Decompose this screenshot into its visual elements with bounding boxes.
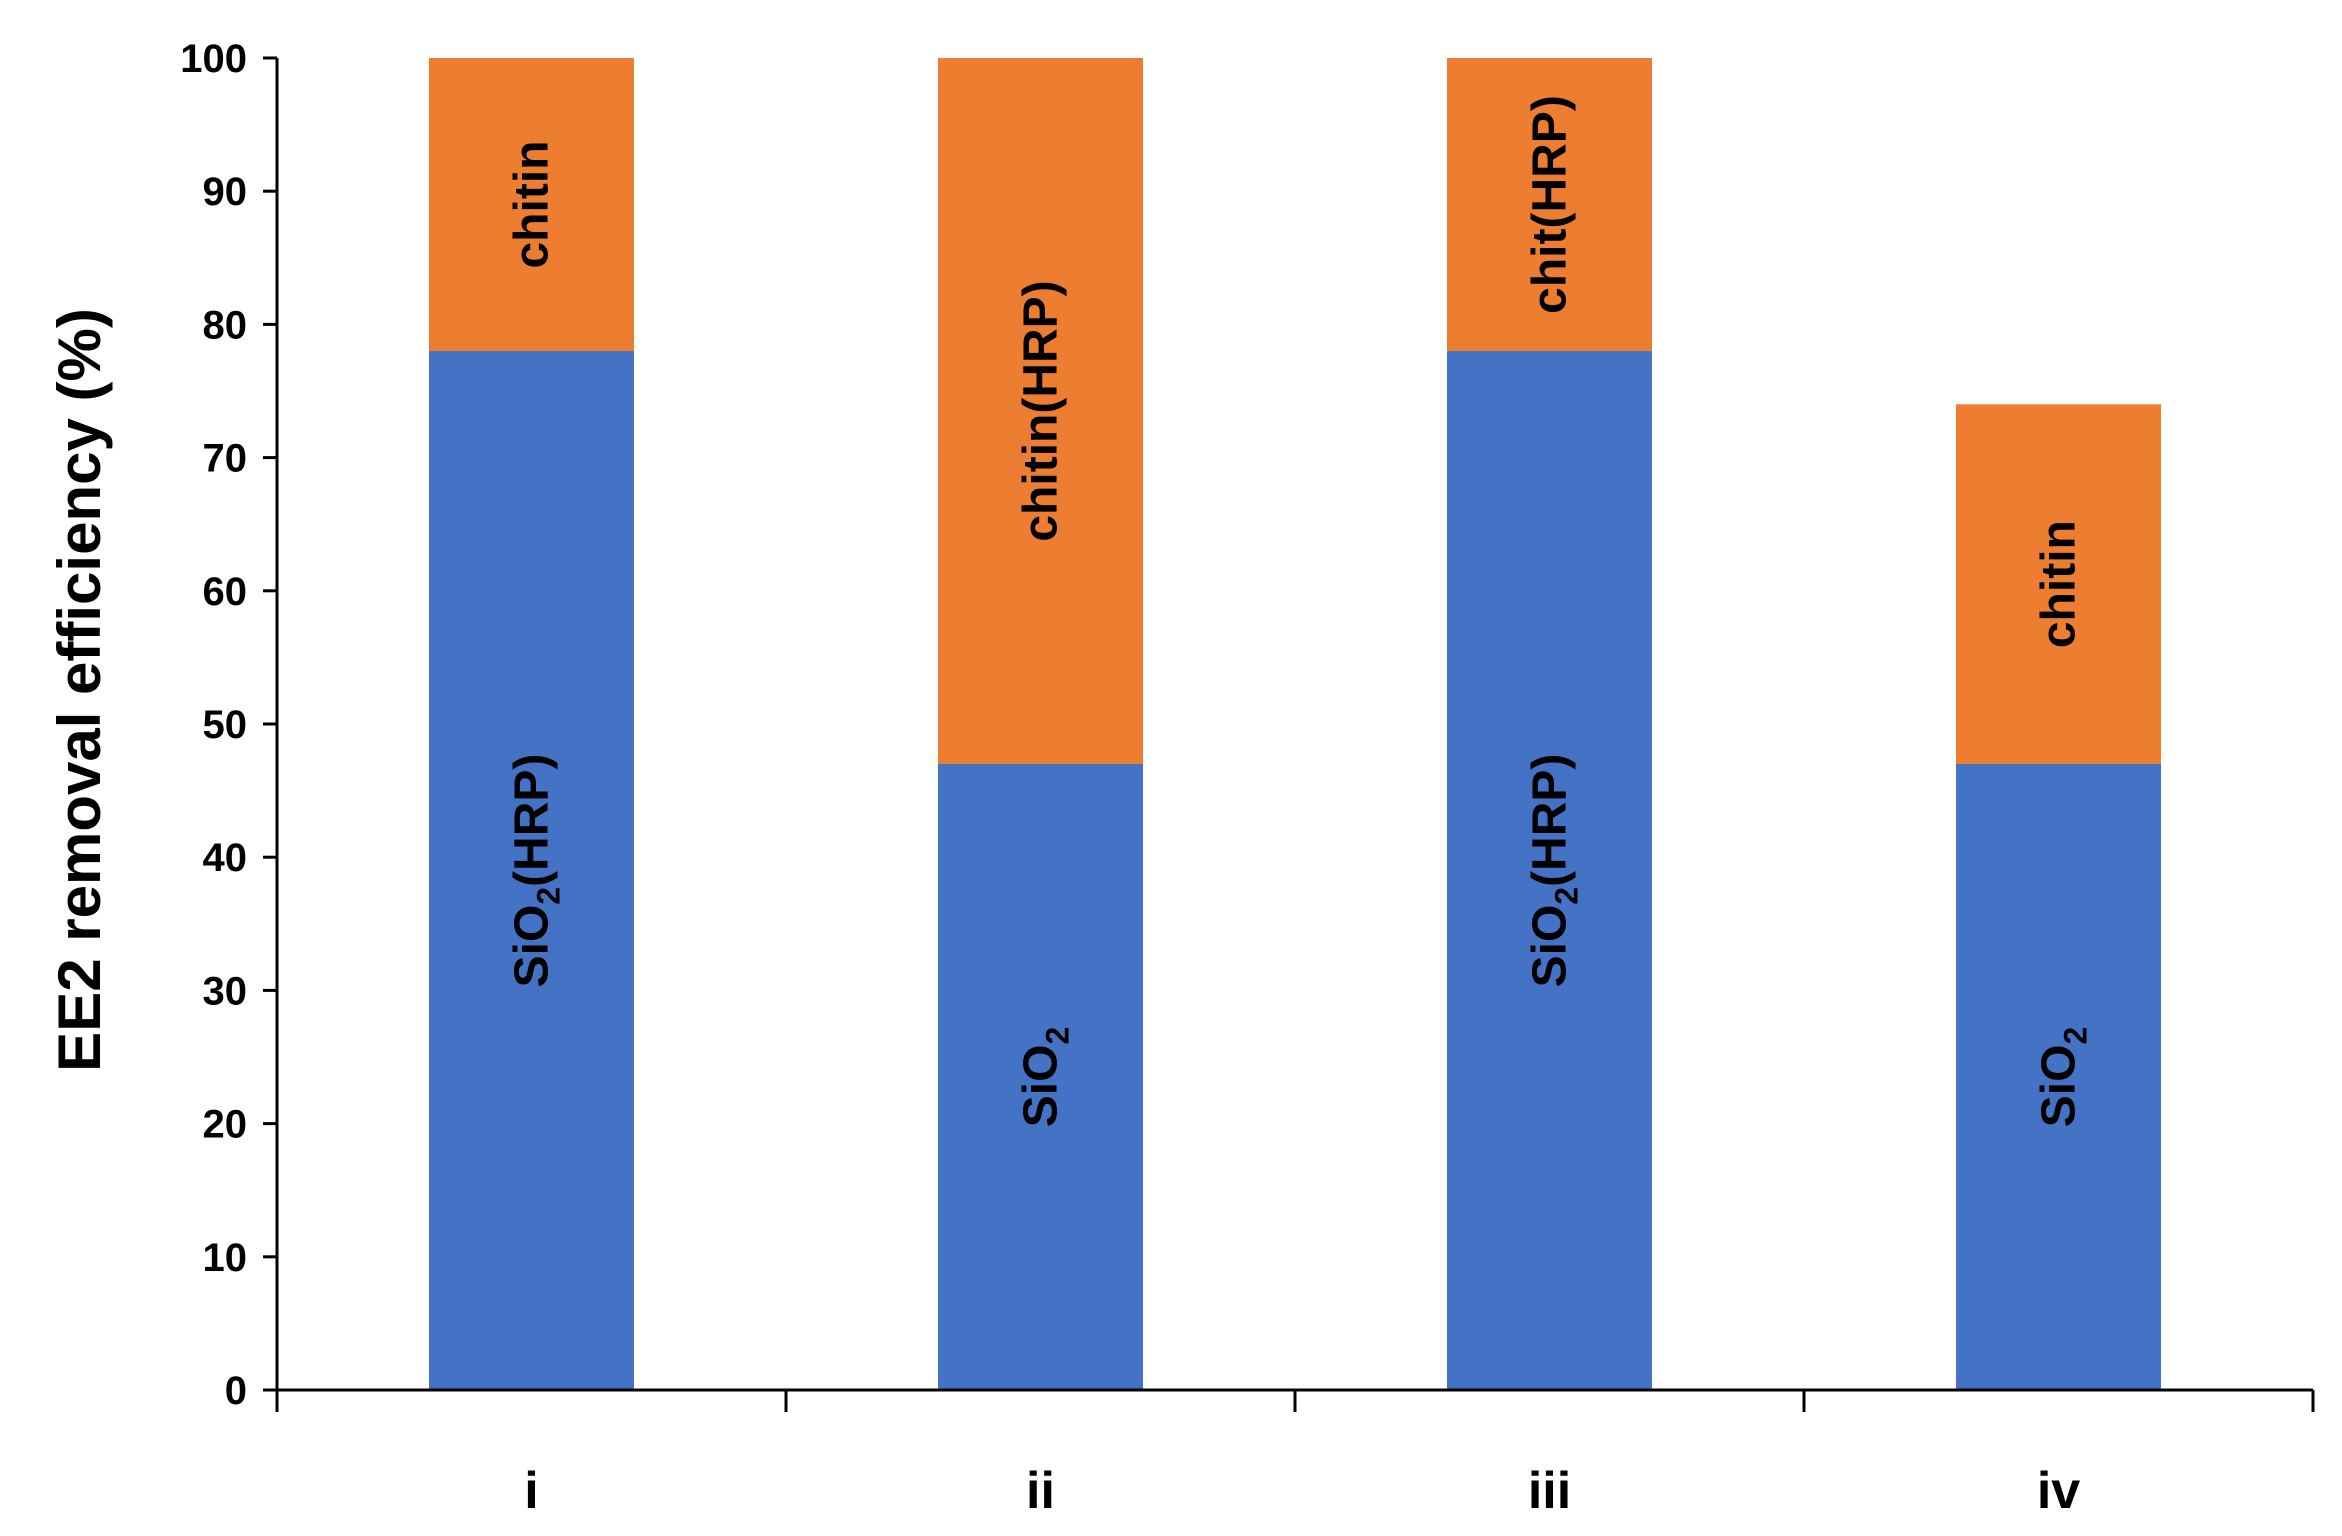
segment-labels-group: SiO2(HRP)SiO2SiO2(HRP)SiO2chitinchitin(H…: [506, 95, 2094, 1127]
x-category-label: ii: [1026, 1462, 1055, 1520]
y-tick-label: 90: [203, 170, 248, 214]
segment-label: chitin: [2033, 520, 2086, 648]
y-tick-label: 60: [203, 570, 248, 614]
y-tick-label: 20: [203, 1103, 248, 1147]
y-tick-label: 80: [203, 303, 248, 347]
segment-label: SiO2(HRP): [506, 754, 567, 988]
y-tick-label: 50: [203, 703, 248, 747]
y-tick-label: 0: [225, 1369, 247, 1413]
x-category-label: i: [524, 1462, 538, 1520]
x-axis: iiiiiiiv: [277, 1390, 2313, 1520]
x-category-label: iv: [2037, 1462, 2080, 1520]
y-axis: 0 10 20 30 40 50 60 70 80 90 100: [180, 37, 277, 1413]
y-tick-label: 100: [180, 37, 247, 81]
y-tick-label: 30: [203, 969, 248, 1013]
segment-label: SiO2(HRP): [1524, 754, 1585, 988]
bars-group: [429, 58, 2161, 1390]
x-category-label: iii: [1528, 1462, 1571, 1520]
y-tick-label: 70: [203, 437, 248, 481]
y-tick-label: 40: [203, 836, 248, 880]
y-tick-label: 10: [203, 1236, 248, 1280]
y-axis-title: EE2 removal efficiency (%): [46, 308, 113, 1072]
segment-label: chitin: [506, 141, 559, 269]
segment-label: chitin(HRP): [1015, 280, 1068, 541]
segment-label: chit(HRP): [1524, 95, 1577, 314]
